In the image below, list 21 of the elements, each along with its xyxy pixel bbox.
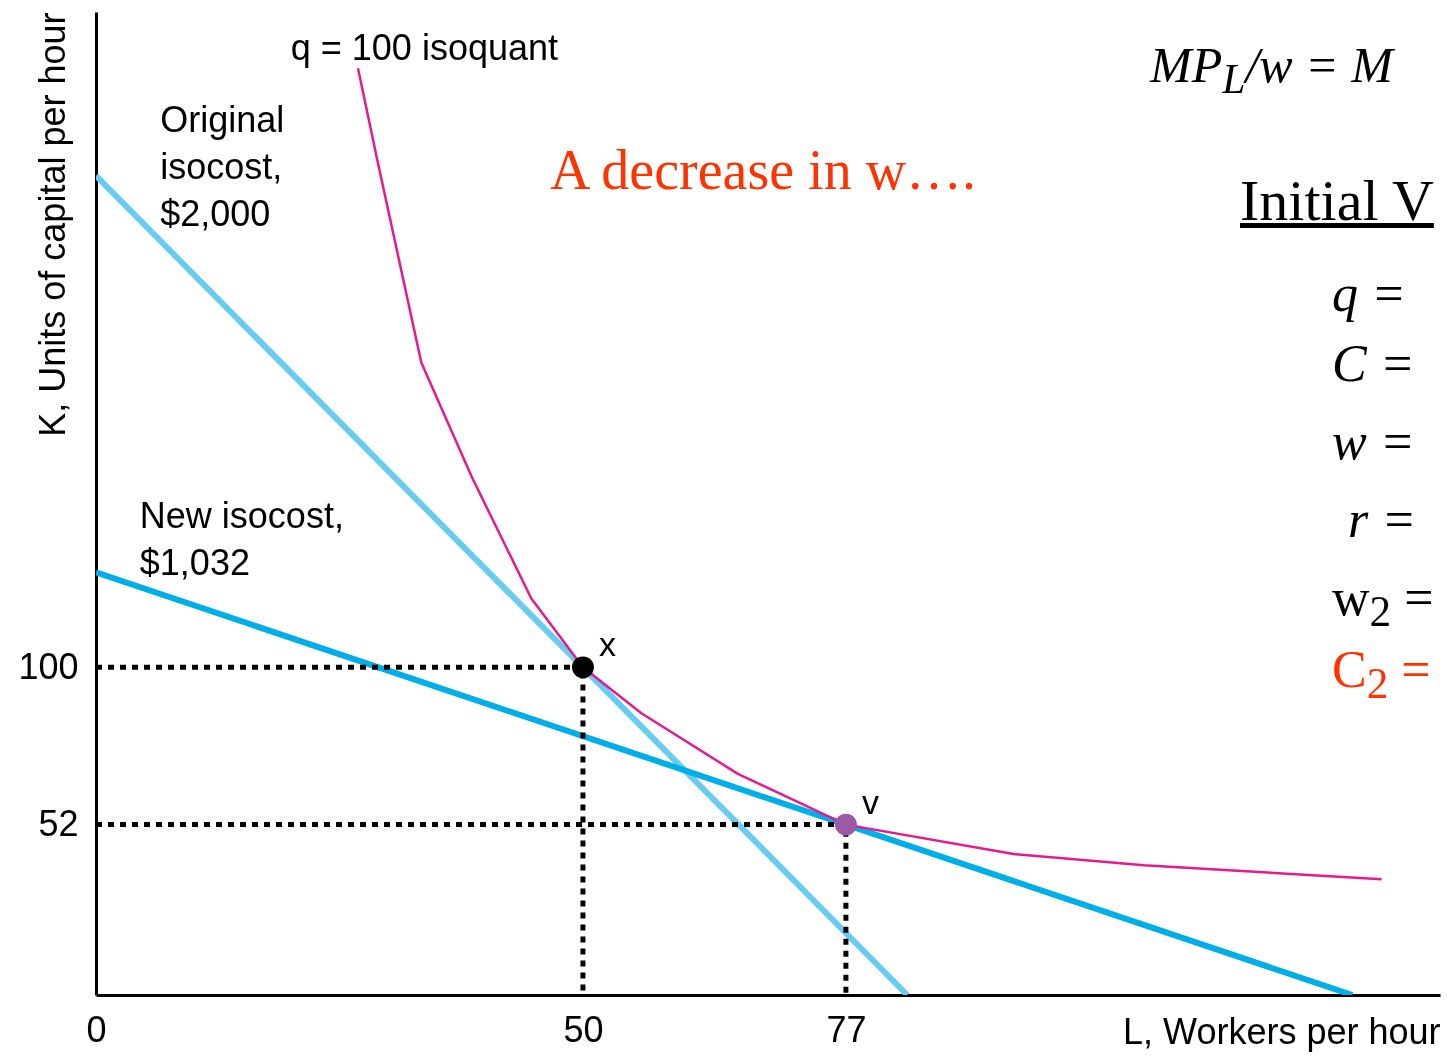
annotation: C$_{2}$ = xyxy=(1332,641,1431,708)
annotation: C = xyxy=(1332,335,1415,392)
series-label: q = 100 isoquant xyxy=(290,26,559,68)
annotation: MP$_{L}$/w = M xyxy=(1150,37,1394,102)
x-tick-label: 77 xyxy=(826,1008,867,1050)
y-tick-label: 52 xyxy=(38,803,79,845)
y-axis-title: K, Units of capital per hour xyxy=(31,12,73,437)
annotation: q = xyxy=(1332,265,1407,322)
x-tick-label: 0 xyxy=(86,1008,107,1050)
annotation: r = xyxy=(1348,491,1417,548)
x-tick-label: 50 xyxy=(563,1008,604,1050)
annotation: A decrease in w…. xyxy=(550,139,977,201)
annotation: v xyxy=(861,782,879,821)
x-axis-title: L, Workers per hour xyxy=(1123,1010,1441,1052)
annotation: x xyxy=(598,625,616,664)
annotation: Initial V xyxy=(1240,168,1434,233)
series-label: Original isocost, $2,000 xyxy=(160,98,285,234)
y-tick-label: 100 xyxy=(18,645,79,687)
annotation: w$_{2}$ = xyxy=(1332,569,1434,636)
series-label: New isocost, $1,032 xyxy=(139,495,344,584)
annotation: w = xyxy=(1332,413,1415,470)
